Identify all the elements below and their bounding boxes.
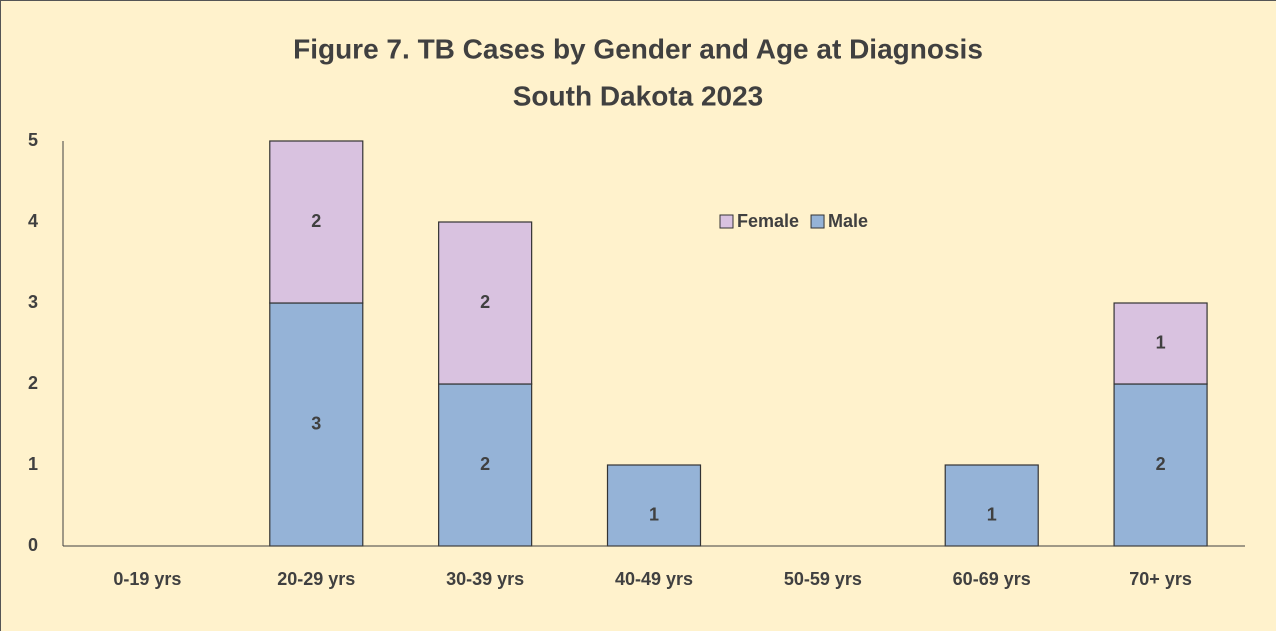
data-label: 2 xyxy=(480,454,490,474)
data-label: 2 xyxy=(311,211,321,231)
y-tick-label: 4 xyxy=(28,211,38,231)
y-tick-label: 3 xyxy=(28,292,38,312)
y-tick-label: 2 xyxy=(28,373,38,393)
bar-segment xyxy=(1113,302,1208,385)
data-label: 1 xyxy=(987,504,997,524)
data-label: 1 xyxy=(1156,332,1166,352)
x-tick-label: 70+ yrs xyxy=(1129,569,1192,589)
bar-segment xyxy=(944,464,1039,547)
data-label: 2 xyxy=(1156,454,1166,474)
y-tick-label: 1 xyxy=(28,454,38,474)
x-tick-label: 30-39 yrs xyxy=(446,569,524,589)
chart-subtitle: South Dakota 2023 xyxy=(513,80,764,111)
x-tick-label: 60-69 yrs xyxy=(953,569,1031,589)
bar-segment xyxy=(269,140,364,304)
bar-segment xyxy=(438,221,533,385)
legend-label: Female xyxy=(737,211,799,231)
x-tick-label: 40-49 yrs xyxy=(615,569,693,589)
x-tick-label: 0-19 yrs xyxy=(113,569,181,589)
x-tick-label: 20-29 yrs xyxy=(277,569,355,589)
y-tick-label: 0 xyxy=(28,535,38,555)
data-label: 3 xyxy=(311,413,321,433)
legend-swatch xyxy=(719,214,734,229)
data-label: 2 xyxy=(480,292,490,312)
bar-segment xyxy=(1113,383,1208,547)
data-label: 1 xyxy=(649,504,659,524)
legend-label: Male xyxy=(828,211,868,231)
legend-swatch xyxy=(810,214,825,229)
x-tick-label: 50-59 yrs xyxy=(784,569,862,589)
bar-segment xyxy=(606,464,702,547)
y-tick-label: 5 xyxy=(28,130,38,150)
chart-title: Figure 7. TB Cases by Gender and Age at … xyxy=(293,33,983,64)
bar-segment xyxy=(438,383,533,547)
